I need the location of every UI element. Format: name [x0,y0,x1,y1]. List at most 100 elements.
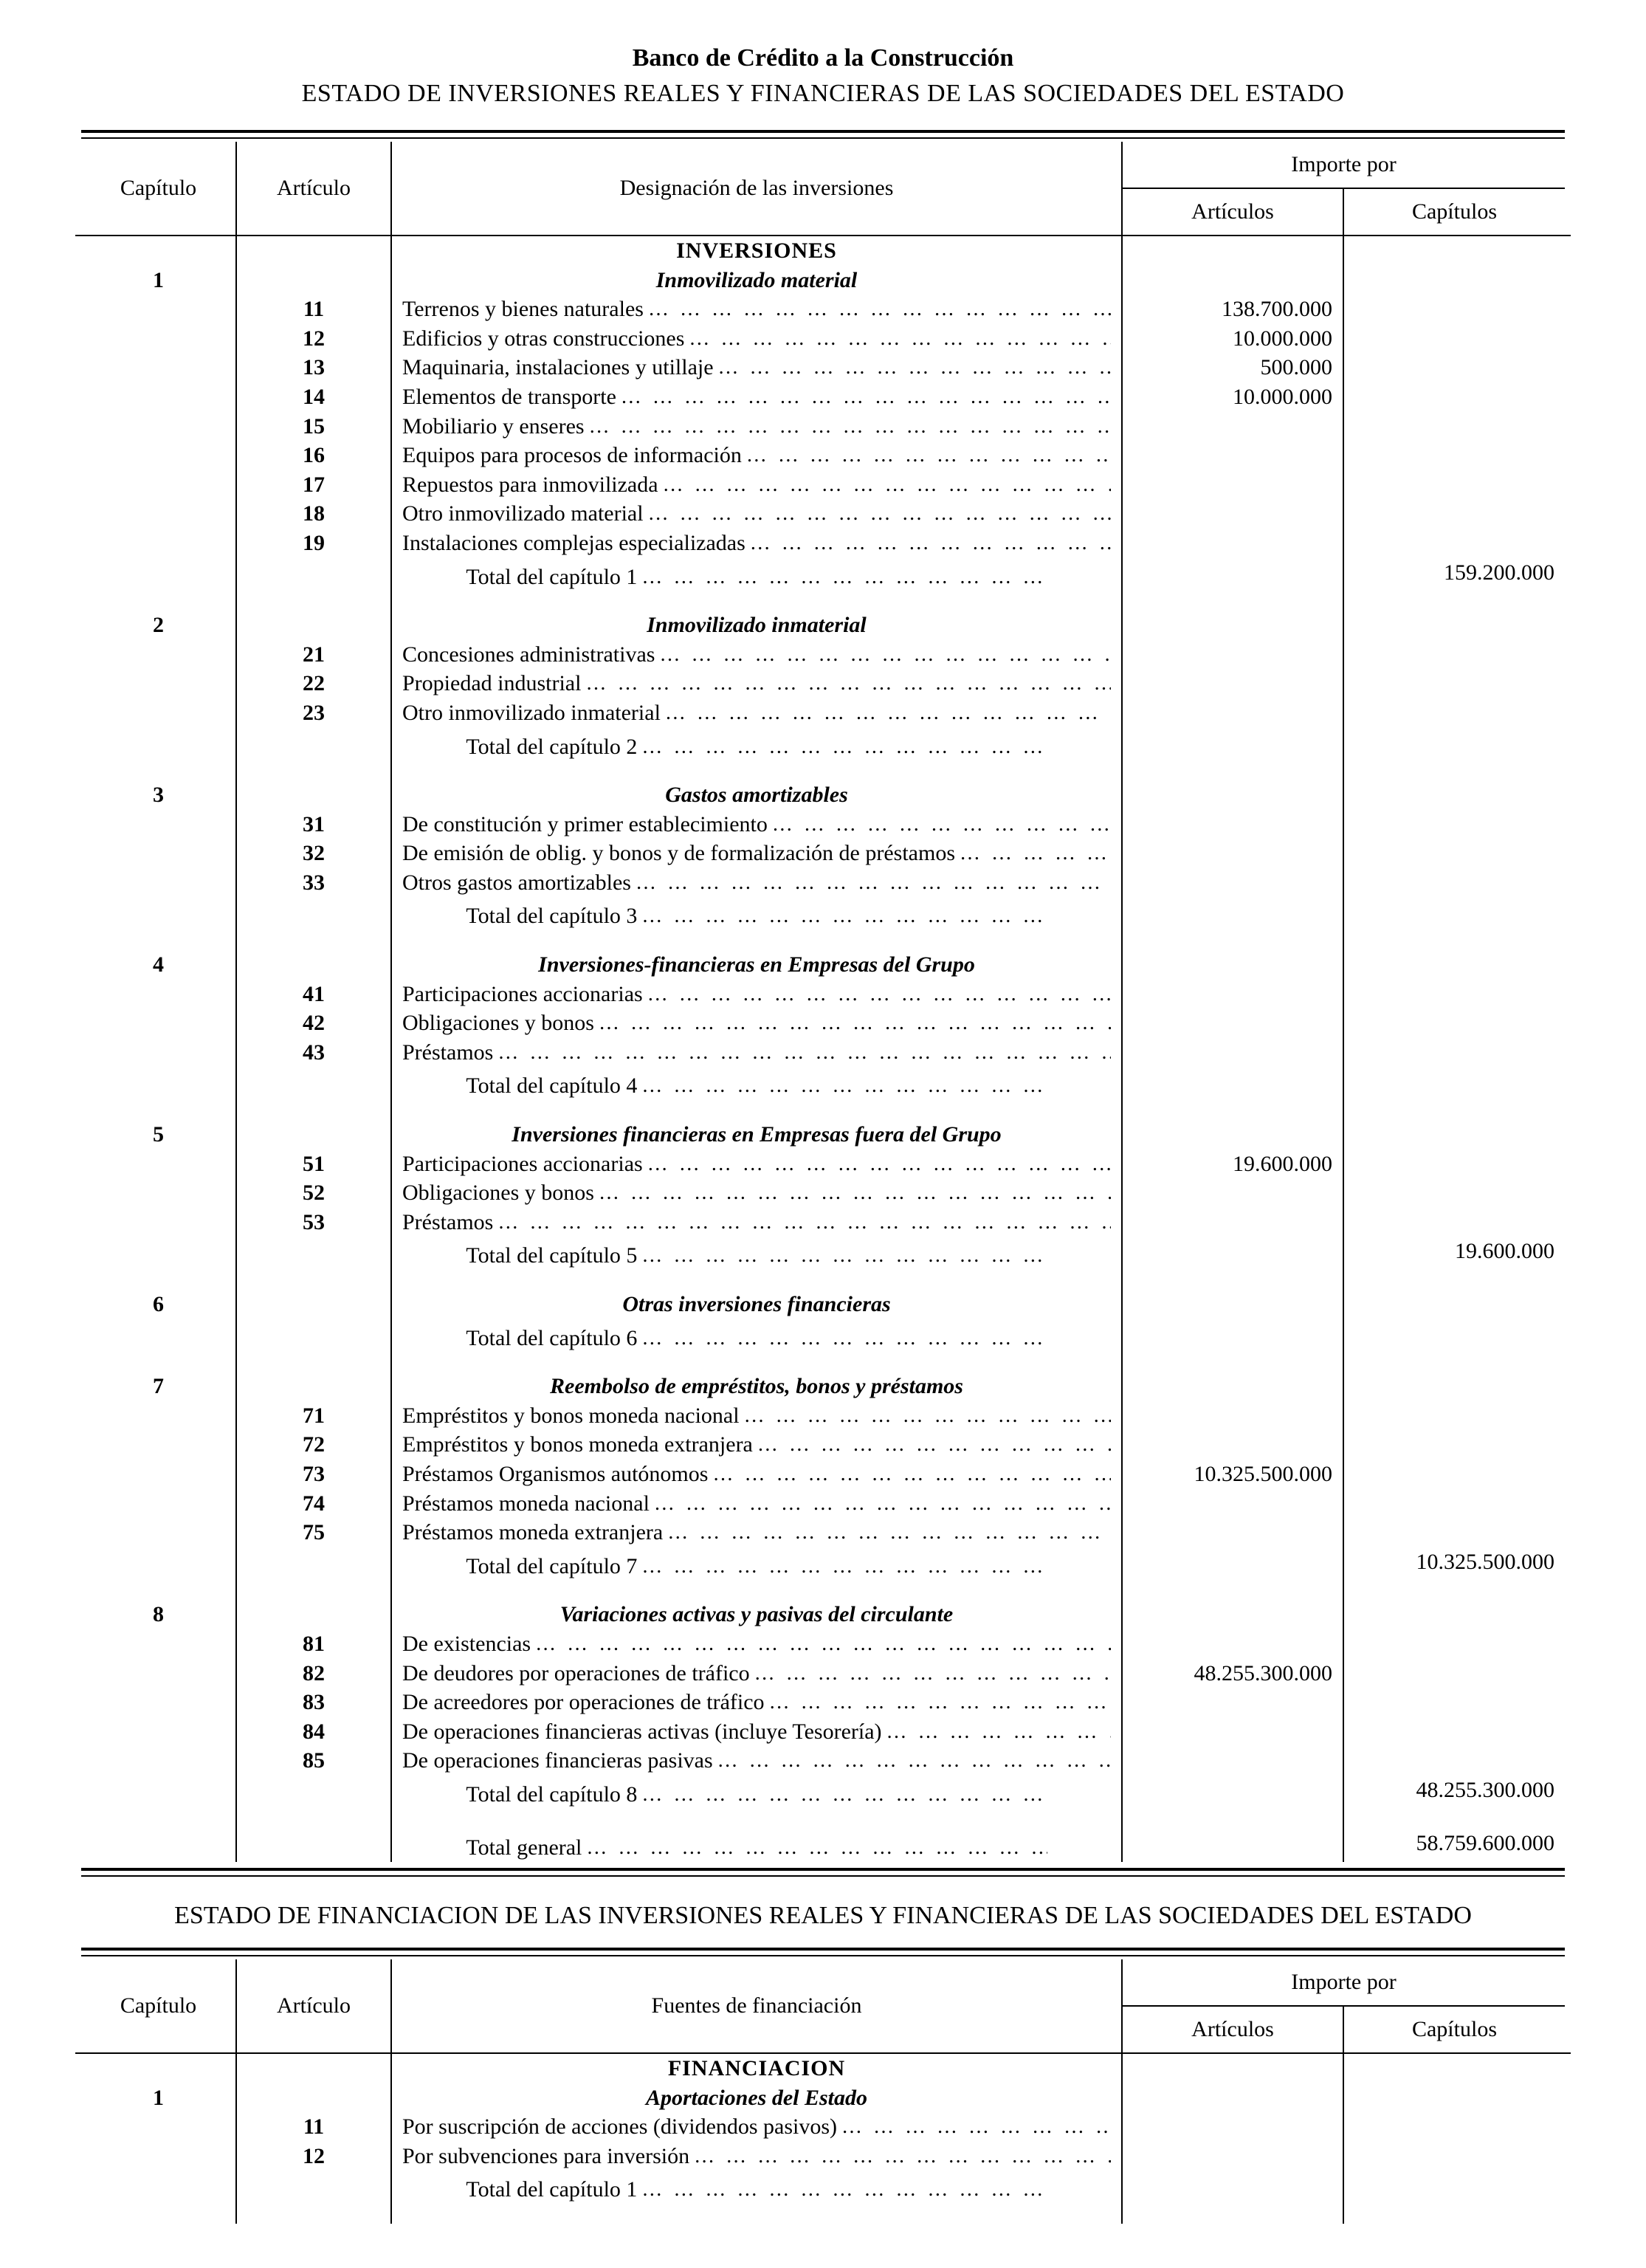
article-number: 72 [236,1430,391,1460]
amount-article [1122,529,1343,558]
hdr-articulos: Artículos [1122,2006,1343,2052]
amount-article [1122,1629,1343,1659]
amount-article [1122,1178,1343,1208]
chapter-subtitle: Otras inversiones financieras [391,1290,1122,1319]
line-item: De deudores por operaciones de tráfico [391,1659,1122,1688]
amount-chapter: 19.600.000 [1343,1237,1565,1271]
org-title: Banco de Crédito a la Construcción [81,44,1565,72]
financiacion-heading: FINANCIACION [391,2054,1122,2083]
article-number: 85 [236,1746,391,1776]
amount-article [1122,868,1343,898]
hdr-designacion: Designación de las inversiones [391,142,1122,235]
chapter-total-label: Total del capítulo 3 [391,897,1122,931]
amount-article [1122,1208,1343,1237]
amount-chapter: 159.200.000 [1343,558,1565,592]
article-number: 15 [236,412,391,441]
line-item: Otro inmovilizado inmaterial [391,698,1122,728]
chapter-number: 1 [81,2083,236,2113]
amount-chapter [1343,897,1565,931]
amount-chapter: 10.325.500.000 [1343,1547,1565,1581]
article-number: 71 [236,1401,391,1431]
article-number: 41 [236,980,391,1009]
amount-article [1122,1401,1343,1431]
article-number: 53 [236,1208,391,1237]
article-number: 74 [236,1489,391,1519]
article-number: 33 [236,868,391,898]
double-rule [81,1868,1565,1877]
line-item: De existencias [391,1629,1122,1659]
amount-article: 10.000.000 [1122,382,1343,412]
amount-chapter [1343,728,1565,762]
chapter-subtitle: Inversiones financieras en Empresas fuer… [391,1120,1122,1150]
line-item: Concesiones administrativas [391,640,1122,670]
article-number: 21 [236,640,391,670]
hdr-importe: Importe por [1122,1959,1565,2006]
line-item: Participaciones accionarias [391,980,1122,1009]
line-item: Equipos para procesos de información [391,441,1122,470]
article-number: 16 [236,441,391,470]
line-item: Mobiliario y enseres [391,412,1122,441]
table2-title: ESTADO DE FINANCIACION DE LAS INVERSIONE… [81,1902,1565,1930]
chapter-number: 6 [81,1290,236,1319]
amount-article [1122,698,1343,728]
article-number: 75 [236,1518,391,1547]
article-number: 81 [236,1629,391,1659]
amount-article [1122,1430,1343,1460]
article-number: 14 [236,382,391,412]
table-inversiones: Capítulo Artículo Designación de las inv… [81,142,1565,1862]
article-number: 82 [236,1659,391,1688]
line-item: Préstamos [391,1208,1122,1237]
amount-article [1122,1717,1343,1747]
chapter-number: 4 [81,950,236,980]
line-item: Empréstitos y bonos moneda extranjera [391,1430,1122,1460]
line-item: Terrenos y bienes naturales [391,295,1122,324]
article-number: 73 [236,1460,391,1489]
line-item: Obligaciones y bonos [391,1178,1122,1208]
article-number: 51 [236,1150,391,1179]
chapter-total-label: Total del capítulo 2 [391,728,1122,762]
amount-article [1122,669,1343,698]
chapter-subtitle: Reembolso de empréstitos, bonos y présta… [391,1372,1122,1401]
article-number: 17 [236,470,391,500]
article-number: 31 [236,810,391,839]
grand-total-amount: 58.759.600.000 [1343,1829,1565,1863]
hdr-capitulo: Capítulo [81,1959,236,2052]
hdr-capitulo: Capítulo [81,142,236,235]
line-item: De operaciones financieras activas (incl… [391,1717,1122,1747]
line-item: Obligaciones y bonos [391,1008,1122,1038]
amount-article: 500.000 [1122,353,1343,382]
line-item: Otros gastos amortizables [391,868,1122,898]
amount-article [1122,1489,1343,1519]
line-item: De acreedores por operaciones de tráfico [391,1688,1122,1717]
line-item: De emisión de oblig. y bonos y de formal… [391,839,1122,868]
amount-article [1122,1038,1343,1068]
line-item: Instalaciones complejas especializadas [391,529,1122,558]
article-number: 22 [236,669,391,698]
line-item: Empréstitos y bonos moneda nacional [391,1401,1122,1431]
chapter-subtitle: Inmovilizado inmaterial [391,611,1122,640]
line-item: Préstamos [391,1038,1122,1068]
article-number: 32 [236,839,391,868]
chapter-subtitle: Variaciones activas y pasivas del circul… [391,1600,1122,1629]
article-number: 11 [236,2112,391,2142]
table-financiacion: Capítulo Artículo Fuentes de financiació… [81,1959,1565,2224]
double-rule [81,130,1565,139]
amount-article [1122,980,1343,1009]
amount-chapter [1343,2171,1565,2205]
line-item: Edificios y otras construcciones [391,324,1122,354]
line-item: Por subvenciones para inversión [391,2142,1122,2171]
line-item: Participaciones accionarias [391,1150,1122,1179]
amount-article: 10.000.000 [1122,324,1343,354]
line-item: Elementos de transporte [391,382,1122,412]
chapter-subtitle: Gastos amortizables [391,780,1122,810]
inversiones-heading: INVERSIONES [391,236,1122,266]
line-item: Préstamos Organismos autónomos [391,1460,1122,1489]
hdr-fuentes: Fuentes de financiación [391,1959,1122,2052]
chapter-subtitle: Inmovilizado material [391,266,1122,295]
line-item: De operaciones financieras pasivas [391,1746,1122,1776]
article-number: 12 [236,324,391,354]
hdr-articulo: Artículo [236,142,391,235]
chapter-number: 1 [81,266,236,295]
amount-article [1122,2142,1343,2171]
chapter-number: 8 [81,1600,236,1629]
